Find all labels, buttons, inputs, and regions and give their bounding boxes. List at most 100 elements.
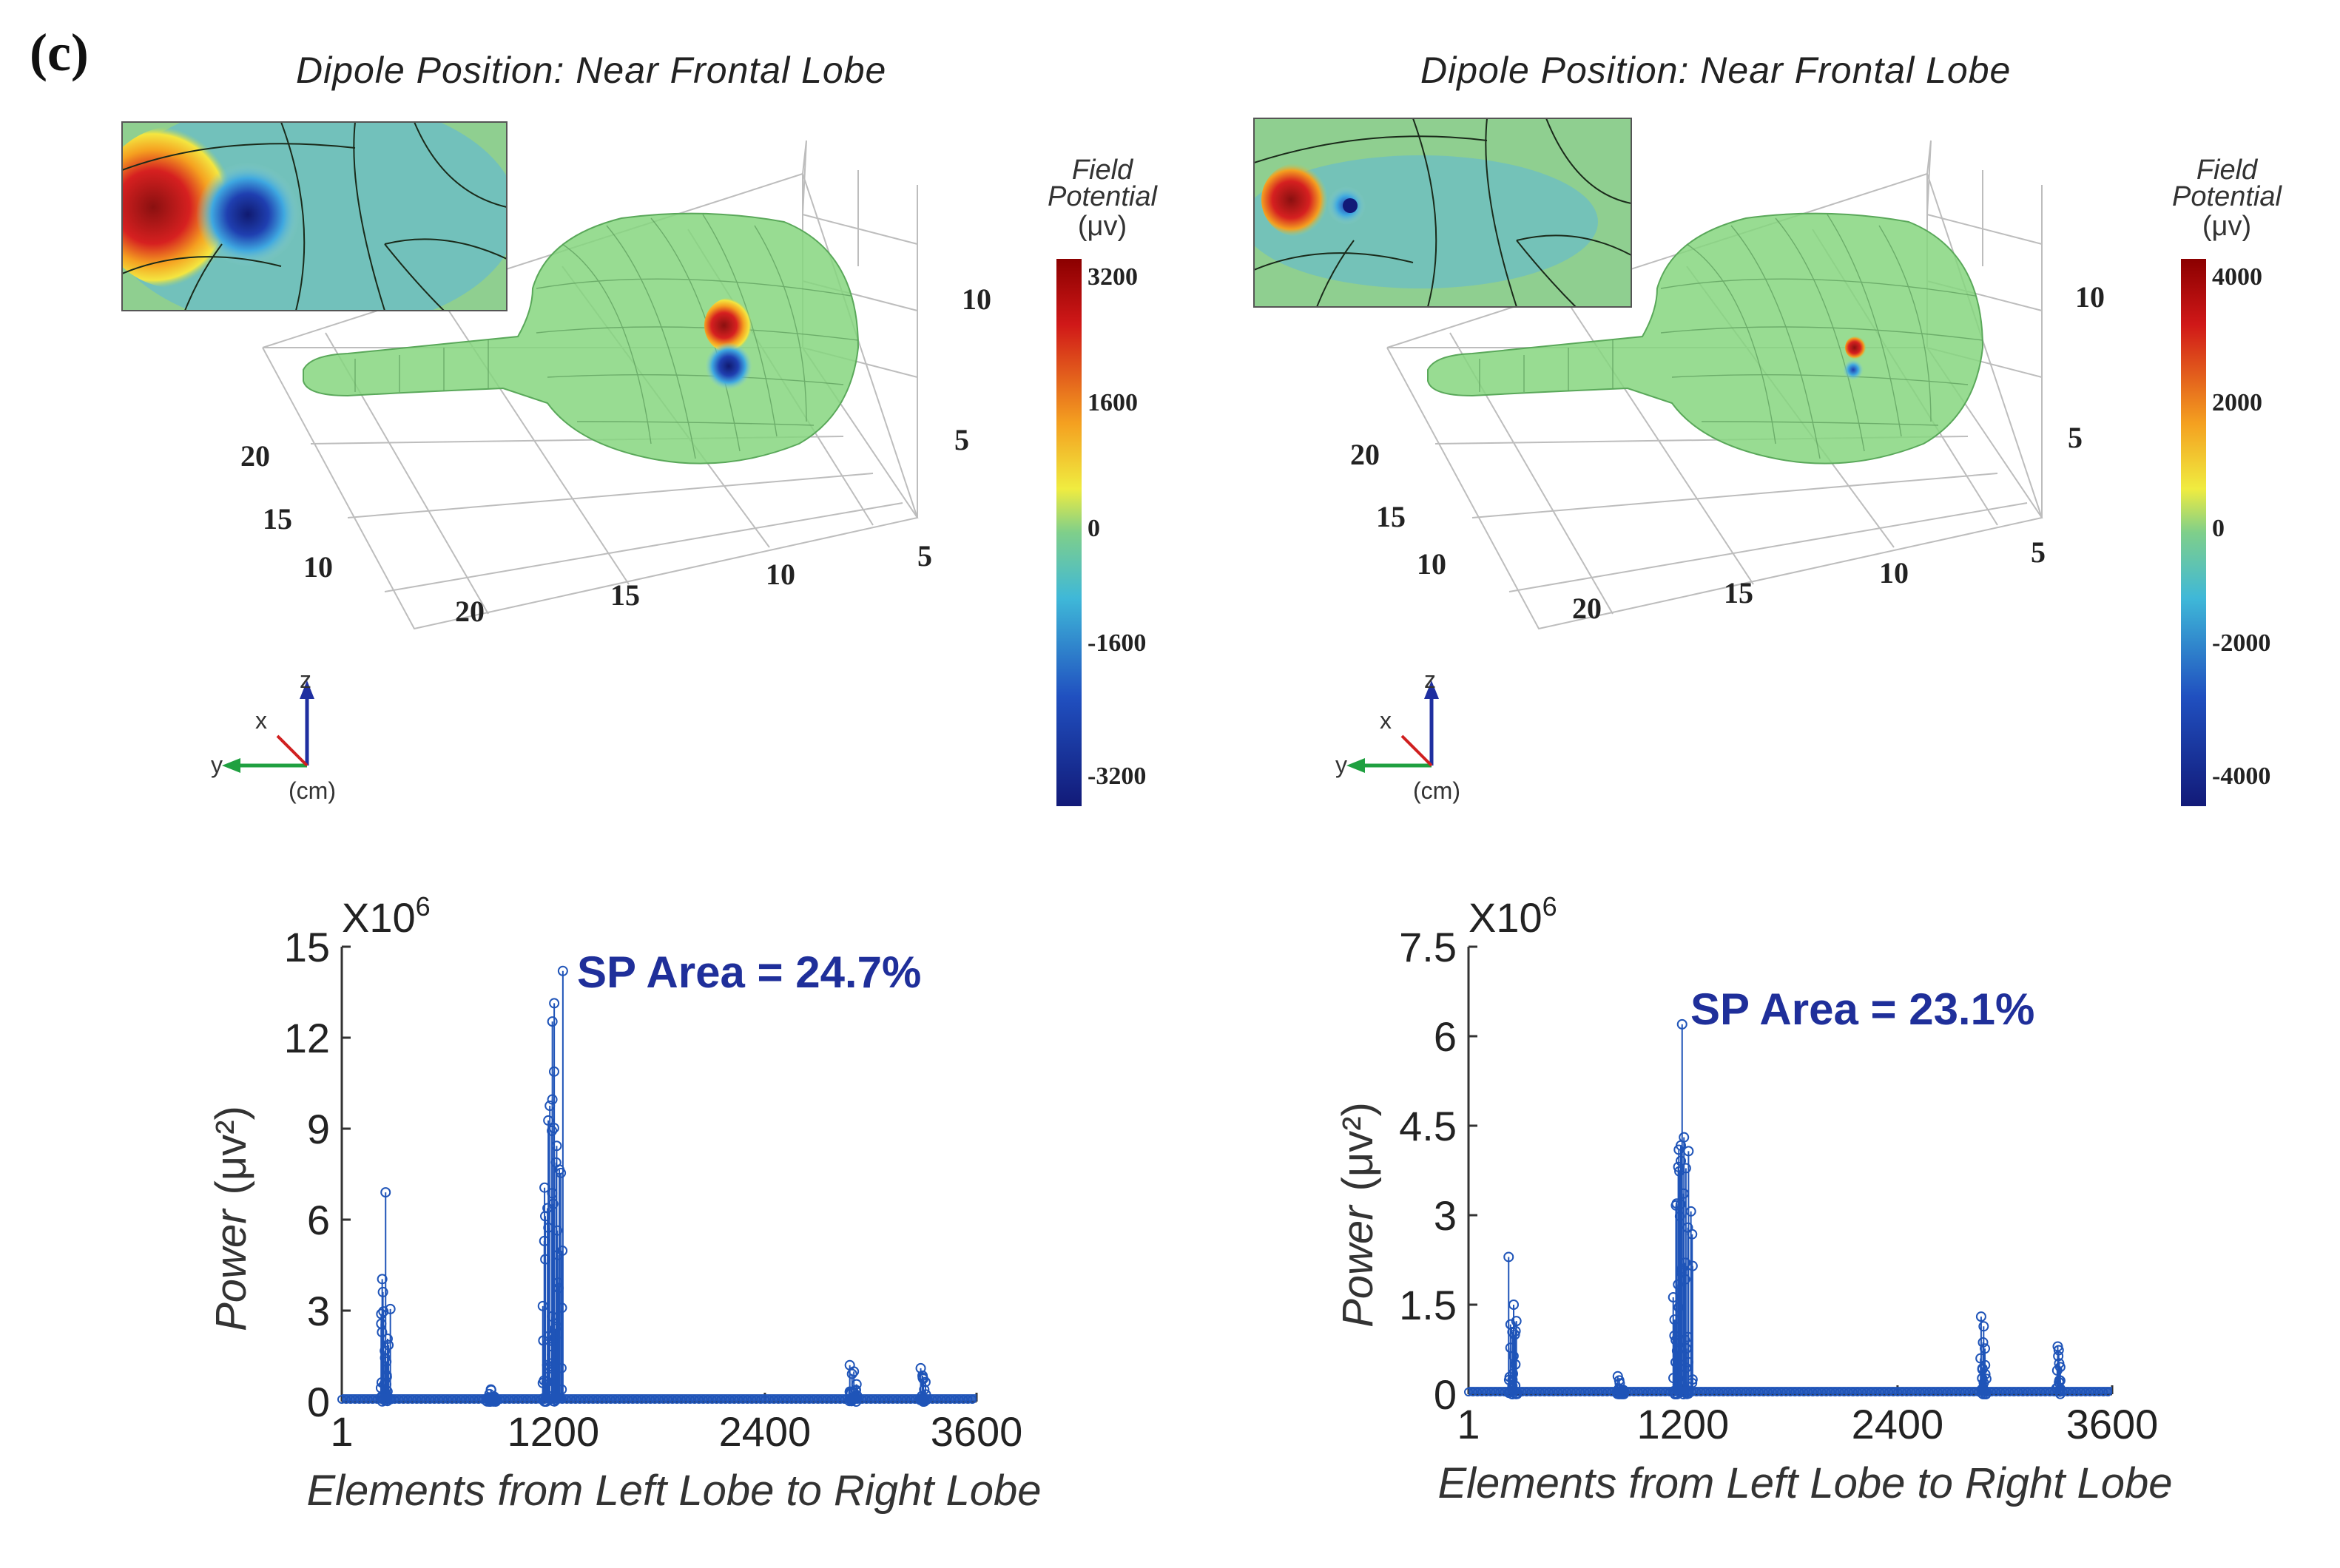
stem-marker bbox=[1683, 1146, 1694, 1157]
y-tick-label: 4.5 bbox=[1399, 1103, 1457, 1149]
stem-marker bbox=[1676, 1018, 1687, 1030]
stem-marker bbox=[1507, 1374, 1518, 1385]
stem-marker bbox=[1676, 1140, 1687, 1151]
stem-marker bbox=[919, 1384, 930, 1395]
y-multiplier-exponent: 6 bbox=[1542, 891, 1557, 922]
stem-marker bbox=[380, 1187, 391, 1198]
stem-marker bbox=[2053, 1351, 2064, 1362]
stem-marker bbox=[375, 1382, 386, 1393]
axis-tick: 10 bbox=[766, 558, 795, 591]
stem-marker bbox=[2054, 1375, 2065, 1386]
y-axis-label: Power (μv²) bbox=[207, 1106, 255, 1331]
stem-marker bbox=[1673, 1161, 1684, 1172]
brain-model bbox=[303, 212, 860, 464]
unit-label: (cm) bbox=[1413, 777, 1460, 804]
panel-label: (c) bbox=[30, 23, 89, 82]
stem-marker bbox=[557, 965, 568, 976]
x-tick-label: 1 bbox=[330, 1408, 353, 1455]
head-plot-title-left: Dipole Position: Near Frontal Lobe bbox=[296, 50, 887, 91]
colorbar-title-line: Potential bbox=[1048, 181, 1158, 212]
y-axis-label-unit: (μv²) bbox=[1334, 1102, 1382, 1191]
stem-marker bbox=[1511, 1316, 1522, 1327]
x-tick-label: 1 bbox=[1457, 1401, 1480, 1447]
y-multiplier-exponent: 6 bbox=[416, 891, 431, 922]
colorbar-tick: 0 bbox=[2212, 515, 2225, 542]
stem-marker bbox=[1508, 1351, 1519, 1362]
colorbar-title-line: Potential bbox=[2172, 181, 2282, 212]
y-tick-label: 0 bbox=[307, 1379, 330, 1425]
y-multiplier-base: X10 bbox=[1469, 894, 1542, 941]
stem-series bbox=[1464, 1018, 2113, 1399]
y-axis-label-text: Power bbox=[1334, 1204, 1382, 1328]
stem-marker bbox=[1977, 1373, 1988, 1384]
orientation-triad: z y x (cm) bbox=[211, 666, 336, 804]
power-stem-chart-right: 01.534.567.51 1200 2400 3600X106Power(μv²)E… bbox=[1334, 891, 2173, 1507]
x-tick-label: 1200 bbox=[508, 1408, 600, 1455]
y-axis-label-unit: (μv²) bbox=[207, 1106, 255, 1194]
axis-tick: 15 bbox=[1724, 576, 1753, 609]
colorbar-title-line: (μv) bbox=[1078, 211, 1127, 242]
colorbar-tick: 1600 bbox=[1088, 389, 1138, 416]
y-multiplier: X106 bbox=[342, 891, 431, 941]
colorbar-tick: 0 bbox=[1088, 515, 1100, 542]
axis-tick: 20 bbox=[455, 595, 485, 628]
axis-tick: 20 bbox=[1350, 438, 1380, 471]
stem-marker bbox=[547, 1016, 558, 1027]
y-axis-label-text: Power bbox=[207, 1208, 255, 1331]
colorbar: Field Potential (μv) 3200 1600 0 -1600 -… bbox=[1048, 155, 1158, 806]
y-multiplier-base: X10 bbox=[342, 894, 416, 941]
head-plot-left: 20 15 10 20 15 10 5 10 5 z y x (cm) Fiel… bbox=[121, 121, 1158, 806]
stem-marker bbox=[849, 1366, 860, 1377]
y-tick-label: 3 bbox=[307, 1288, 330, 1334]
baseline-band bbox=[1469, 1387, 2112, 1394]
stem-marker bbox=[1678, 1188, 1689, 1199]
axis-tick: 10 bbox=[1417, 547, 1446, 581]
stem-marker bbox=[1975, 1353, 1986, 1364]
axis-tick: 5 bbox=[2068, 421, 2083, 454]
y-tick-label: 12 bbox=[284, 1015, 330, 1061]
x-tick-label: 3600 bbox=[2066, 1401, 2159, 1447]
colorbar-tick: -1600 bbox=[1088, 629, 1146, 657]
orientation-triad: z y x (cm) bbox=[1335, 666, 1460, 804]
y-tick-label: 15 bbox=[284, 924, 330, 970]
stem-marker bbox=[1978, 1321, 1989, 1332]
stem-marker bbox=[1980, 1343, 1991, 1354]
axis-tick: 5 bbox=[917, 539, 932, 572]
stem-marker bbox=[2051, 1365, 2063, 1376]
y-tick-label: 0 bbox=[1434, 1371, 1457, 1418]
head-plot-right: 20 15 10 20 15 10 5 10 5 z y x (cm) Fiel… bbox=[1253, 118, 2282, 806]
colorbar-tick: -4000 bbox=[2212, 763, 2270, 790]
x-axis-label: Elements from Left Lobe to Right Lobe bbox=[1437, 1459, 2172, 1507]
baseline-band bbox=[342, 1394, 977, 1402]
axis-tick: 5 bbox=[2031, 535, 2046, 569]
axis-tick: 10 bbox=[2075, 280, 2105, 314]
stem-marker bbox=[2054, 1358, 2065, 1369]
colorbar-title-line: Field bbox=[1072, 155, 1134, 186]
colorbar-tick: 4000 bbox=[2212, 263, 2262, 291]
y-axis-label: Power (μv²) bbox=[1334, 1102, 1382, 1328]
y-tick-label: 3 bbox=[1434, 1192, 1457, 1239]
stem-marker bbox=[547, 1198, 559, 1209]
stem-marker bbox=[549, 998, 560, 1009]
sp-area-annotation: SP Area = 24.7% bbox=[577, 947, 921, 997]
colorbar: Field Potential (μv) 4000 2000 0 -2000 -… bbox=[2172, 155, 2282, 806]
colorbar-title-line: Field bbox=[2196, 155, 2259, 186]
stem-marker bbox=[381, 1371, 392, 1382]
stem-marker bbox=[915, 1362, 926, 1373]
stem-marker bbox=[382, 1334, 393, 1345]
x-tick-label: 2400 bbox=[1852, 1401, 1944, 1447]
stem-series bbox=[337, 965, 977, 1407]
stem-marker bbox=[550, 1157, 562, 1168]
x-tick-label: 3600 bbox=[931, 1408, 1023, 1455]
axis-tick: 5 bbox=[954, 423, 969, 456]
y-multiplier: X106 bbox=[1469, 891, 1557, 941]
stem-marker bbox=[377, 1327, 388, 1338]
colorbar-tick: 2000 bbox=[2212, 389, 2262, 416]
stem-marker bbox=[1668, 1292, 1679, 1303]
y-tick-label: 7.5 bbox=[1399, 924, 1457, 970]
y-tick-label: 9 bbox=[307, 1106, 330, 1152]
stem-marker bbox=[1673, 1279, 1684, 1290]
y-tick-label: 1.5 bbox=[1399, 1282, 1457, 1328]
stem-marker bbox=[556, 1362, 567, 1373]
colorbar-tick: -2000 bbox=[2212, 629, 2270, 657]
